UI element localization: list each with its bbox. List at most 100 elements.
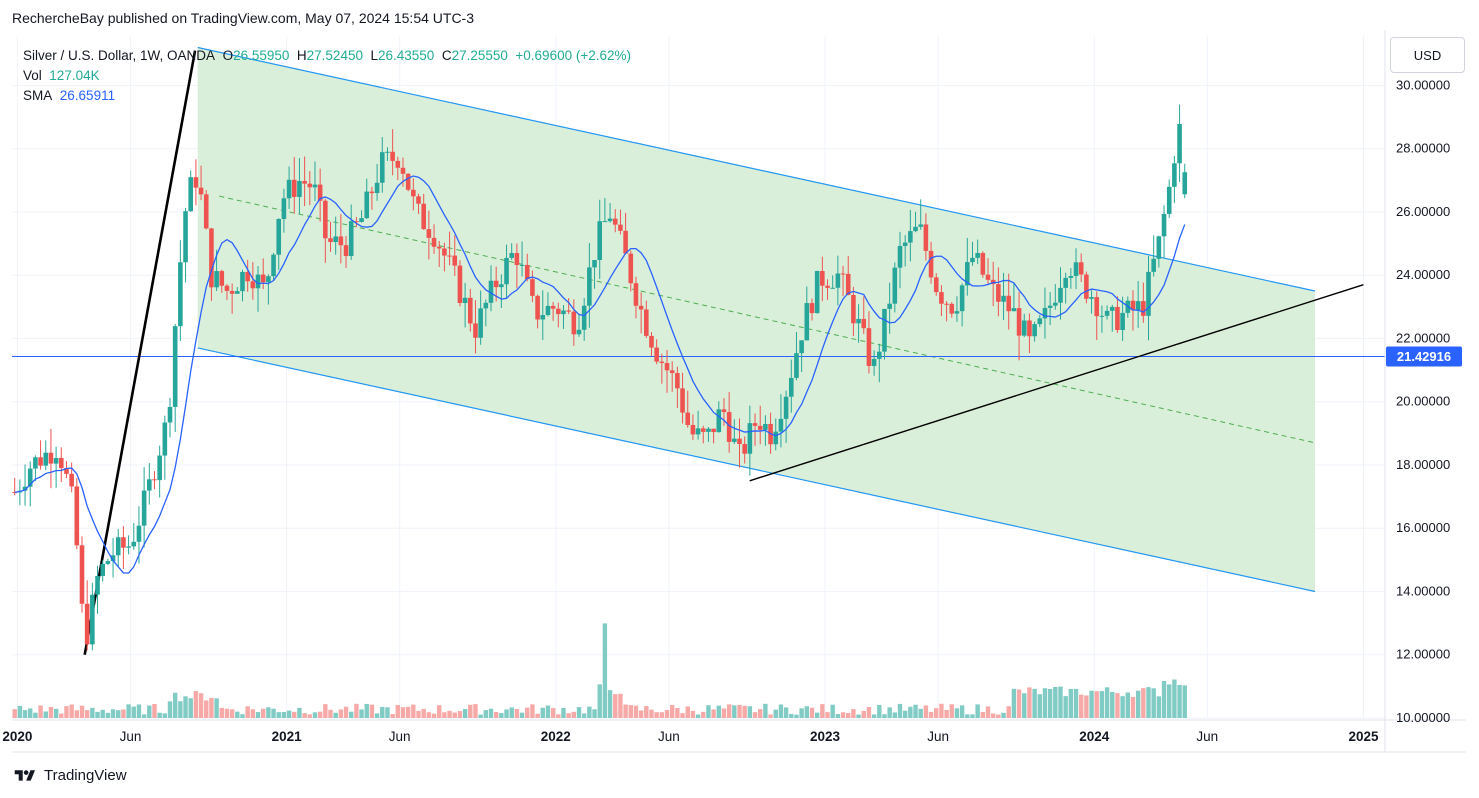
x-tick-label: 2021 <box>272 729 303 744</box>
volume-bar <box>602 623 608 718</box>
volume-bar <box>369 704 375 718</box>
axes: 30.00000 28.00000 26.00000 24.00000 22.00000… <box>2 30 1466 753</box>
candle-body <box>1016 308 1022 336</box>
candle-body <box>799 340 804 354</box>
volume-bar <box>1058 686 1063 718</box>
candle-body <box>473 323 478 338</box>
volume-bar <box>742 705 747 718</box>
volume-bar <box>897 703 903 718</box>
volume-bar <box>183 696 188 718</box>
volume-bar <box>286 710 292 718</box>
candle-body <box>452 255 458 266</box>
open-label: O <box>222 48 234 63</box>
volume-bar <box>307 714 312 718</box>
candle-body <box>633 283 639 306</box>
volume-bar <box>509 707 514 718</box>
sma-row[interactable]: SMA 26.65911 <box>23 86 631 106</box>
candle-body <box>131 541 137 547</box>
candle-body <box>447 255 452 257</box>
candle-body <box>664 363 670 371</box>
volume-bar <box>162 713 168 718</box>
volume-bar <box>64 706 69 718</box>
publisher-caption: RechercheBay published on TradingView.co… <box>12 10 475 26</box>
candle-body <box>612 218 618 225</box>
price-tag-label: 21.42916 <box>1397 349 1451 364</box>
volume-bar <box>235 711 240 718</box>
candle-body <box>297 180 302 197</box>
symbol-name[interactable]: Silver / U.S. Dollar, 1W, OANDA <box>23 48 216 63</box>
volume-bar <box>1001 712 1006 718</box>
candle-body <box>732 438 737 442</box>
high-label: H <box>296 48 307 63</box>
volume-bar <box>1146 687 1151 718</box>
candle-body <box>348 221 354 257</box>
candle-body <box>985 274 991 280</box>
y-tick-label: 26.00000 <box>1396 204 1450 219</box>
x-tick-label: 2024 <box>1079 729 1110 744</box>
candle-body <box>333 236 338 243</box>
candle-body <box>742 444 747 454</box>
volume-bar <box>783 707 789 718</box>
candle-body <box>395 160 401 168</box>
currency-button[interactable]: USD <box>1390 37 1465 73</box>
candle-body <box>1001 295 1006 302</box>
volume-bar <box>354 703 359 718</box>
volume-bar <box>281 711 287 718</box>
volume-bar <box>985 706 991 718</box>
y-tick-label: 10.00000 <box>1396 710 1450 725</box>
candle-body <box>980 252 986 275</box>
high-value: 27.52450 <box>306 48 363 63</box>
volume-bar <box>701 711 706 718</box>
volume-row[interactable]: Vol 127.04K <box>23 66 631 86</box>
candle-body <box>224 285 230 291</box>
channel-upper-line <box>197 46 1316 292</box>
candle-body <box>747 423 753 454</box>
y-tick-label: 30.00000 <box>1396 77 1450 92</box>
volume-bar <box>669 705 675 718</box>
volume-bar <box>695 714 701 718</box>
candle-body <box>214 271 219 288</box>
candle-body <box>291 179 297 197</box>
candle-body <box>1151 258 1156 272</box>
candle-body <box>814 270 820 314</box>
candle-body <box>918 224 924 227</box>
candle-body <box>499 284 504 288</box>
x-tick-label: Jun <box>1196 729 1218 744</box>
candle-body <box>1047 305 1053 308</box>
volume-bar <box>343 706 349 718</box>
volume-bar <box>747 706 753 718</box>
volume-bar <box>654 712 659 718</box>
candle-body <box>1177 124 1182 164</box>
candle-body <box>43 452 49 466</box>
channel-lower-line <box>197 347 1316 593</box>
brand[interactable]: TradingView <box>12 767 127 784</box>
volume-bar <box>716 705 721 718</box>
candle-body <box>478 308 483 338</box>
candle-body <box>530 279 535 296</box>
volume-bar <box>255 712 261 718</box>
volume-bar <box>405 706 411 718</box>
candle-body <box>1011 308 1017 312</box>
candle-body <box>421 203 426 230</box>
candle-body <box>700 428 706 432</box>
candle-body <box>944 303 949 305</box>
low-value: 26.43550 <box>378 48 435 63</box>
volume-bar <box>380 706 385 718</box>
candle-body <box>136 525 142 542</box>
candle-body <box>783 396 789 419</box>
volume-bar <box>1135 690 1141 718</box>
candle-body <box>411 189 416 197</box>
x-tick-label: 2020 <box>2 729 32 744</box>
candle-body <box>286 179 292 199</box>
volume-bar <box>535 713 540 718</box>
candle-body <box>1141 301 1146 316</box>
y-tick-label: 22.00000 <box>1396 330 1450 345</box>
candle-body <box>328 238 333 243</box>
volume-bar <box>431 713 437 718</box>
volume-bar <box>1037 694 1042 718</box>
candle-body <box>58 457 64 469</box>
candle-body <box>607 218 613 222</box>
candle-body <box>198 187 204 195</box>
candle-body <box>12 492 17 494</box>
